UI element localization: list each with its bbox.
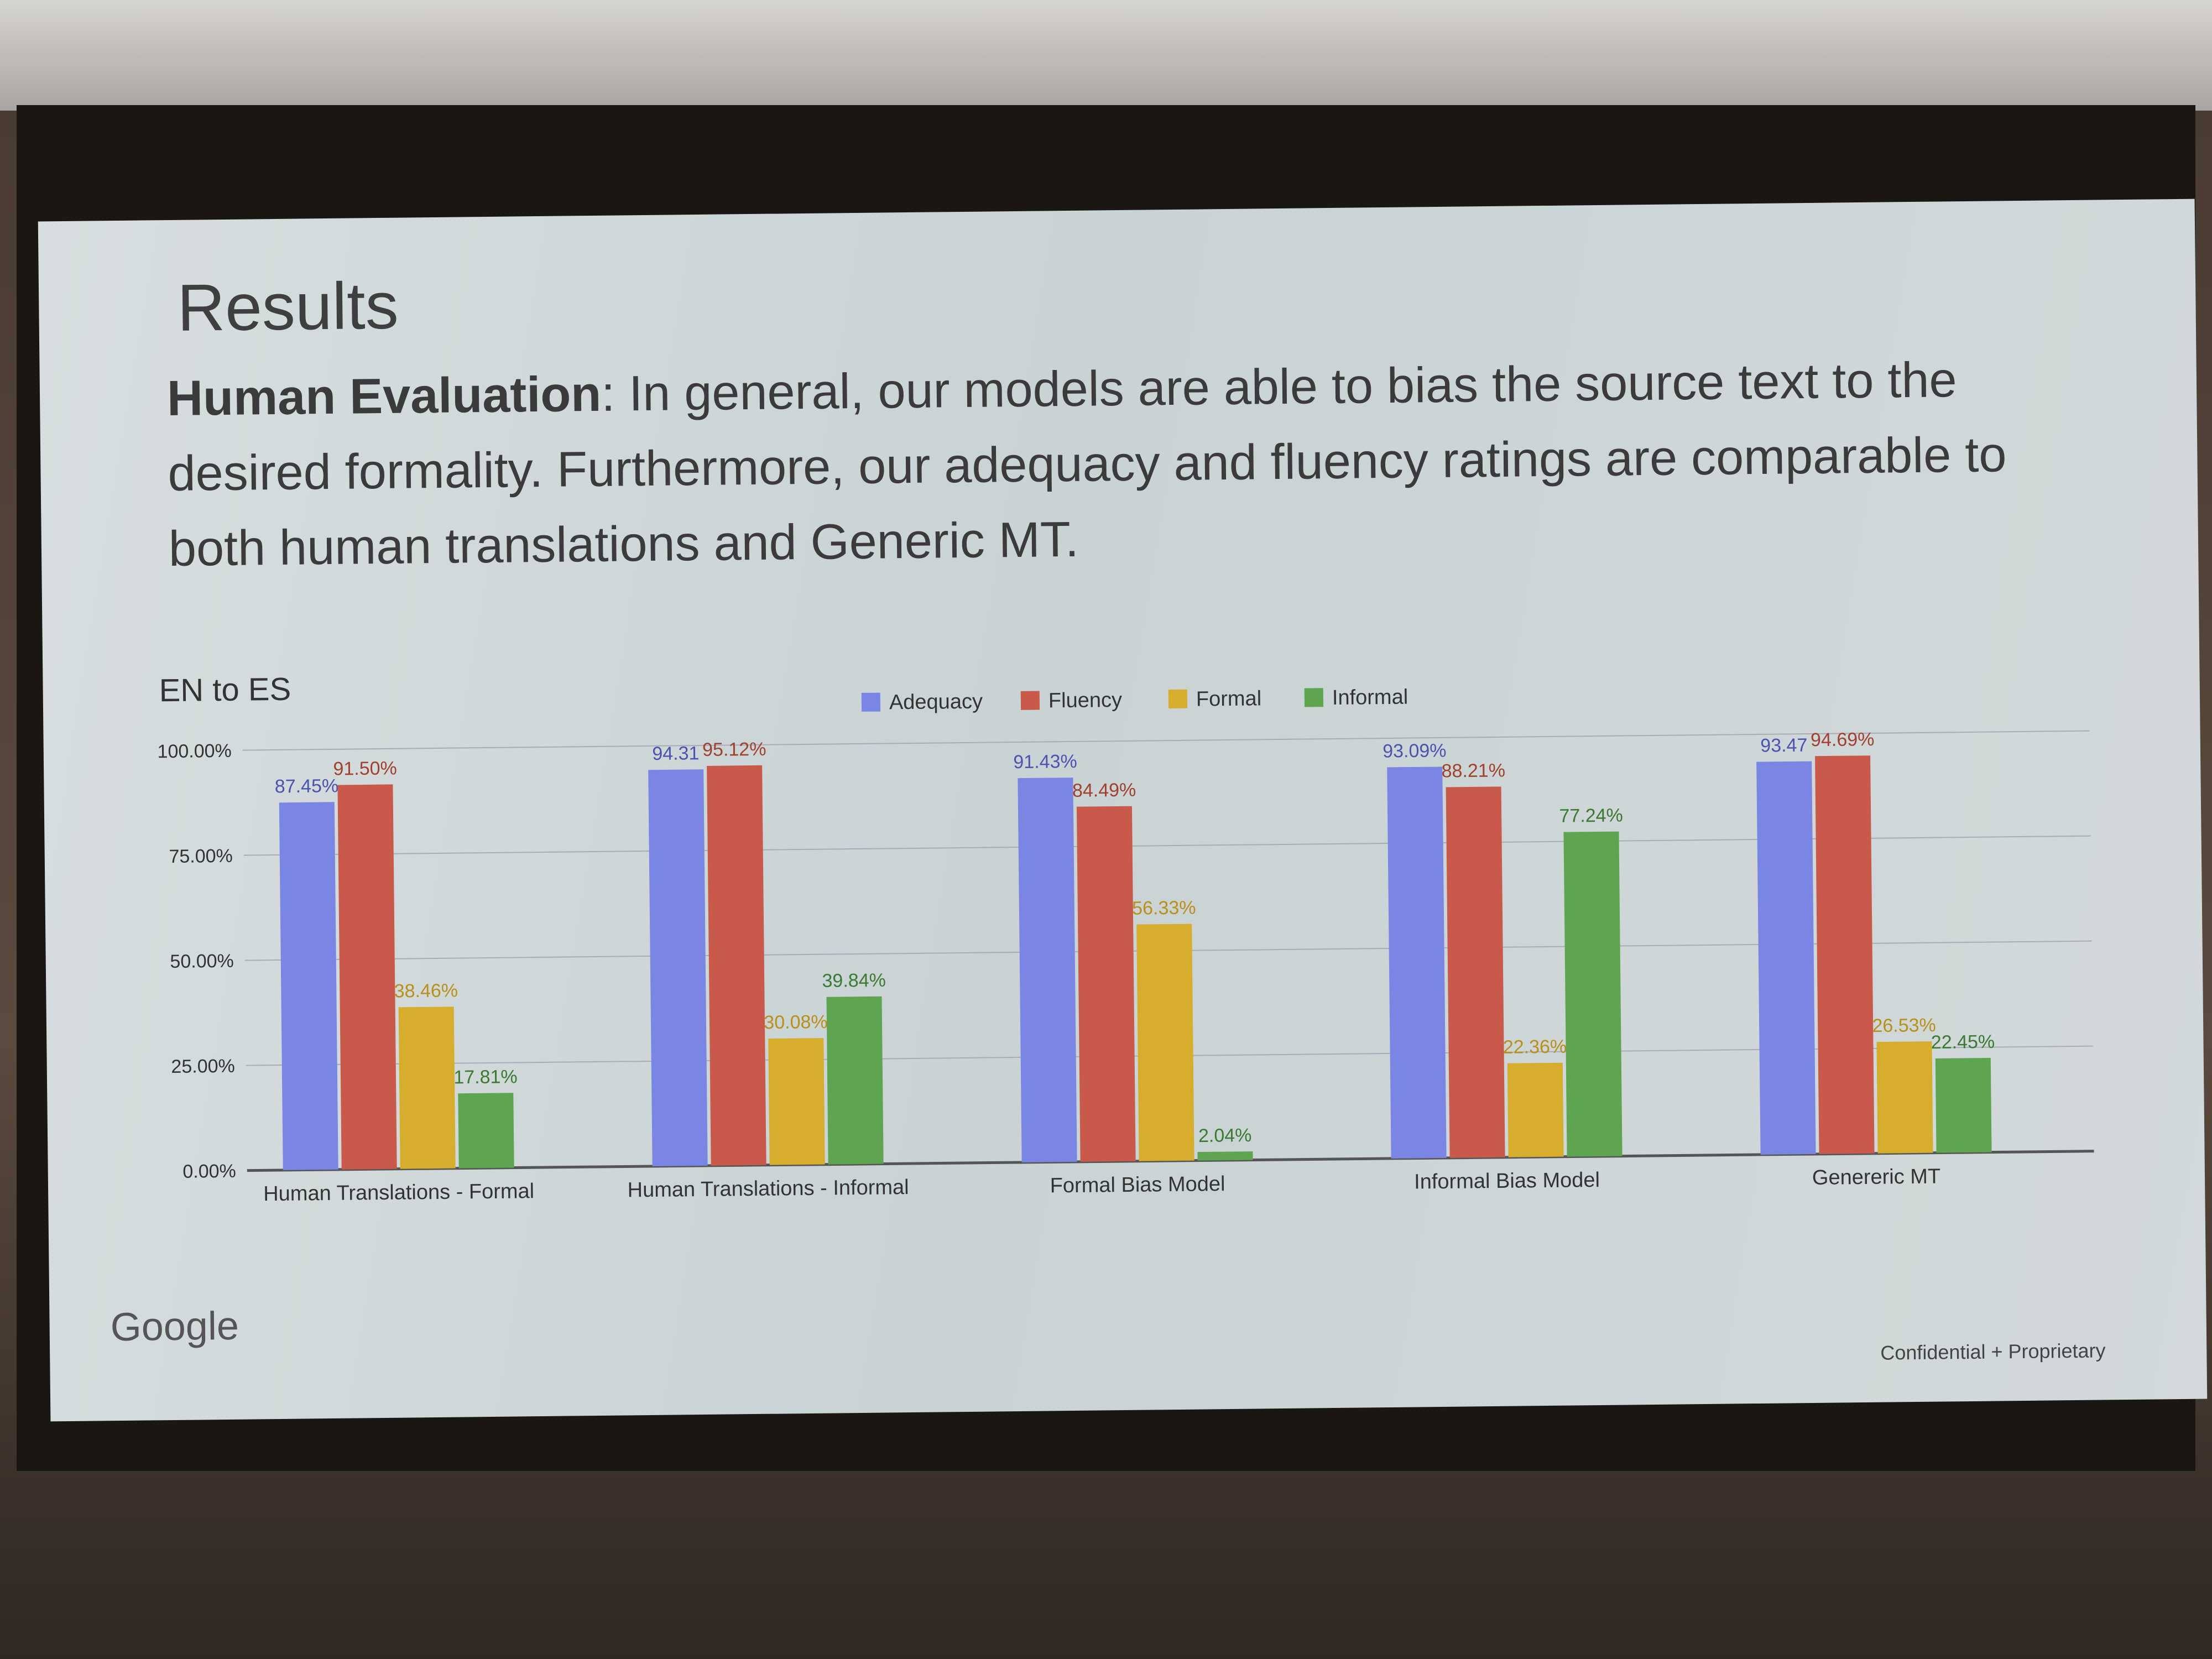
bar bbox=[398, 1006, 456, 1169]
bar bbox=[458, 1093, 514, 1168]
bar bbox=[768, 1038, 825, 1165]
bar bbox=[1876, 1041, 1933, 1154]
legend-swatch bbox=[861, 692, 881, 712]
data-label: 39.84% bbox=[822, 970, 886, 992]
bar bbox=[1387, 766, 1447, 1159]
y-tick-label: 75.00% bbox=[169, 846, 233, 867]
bar bbox=[648, 769, 708, 1166]
gridline bbox=[242, 730, 2090, 751]
gridline bbox=[243, 835, 2091, 856]
ceiling bbox=[0, 0, 2212, 111]
bar bbox=[1018, 778, 1077, 1162]
legend-swatch bbox=[1168, 689, 1188, 709]
x-tick-label: Human Translations - Formal bbox=[263, 1180, 534, 1206]
data-label: 38.46% bbox=[394, 980, 458, 1001]
chart-bars: 87.45%91.50% 38.46% 17.81% 94.31 95.12% 30.08… bbox=[275, 729, 1995, 1170]
x-tick-label: Formal Bias Model bbox=[1050, 1172, 1225, 1197]
data-label: 93.47 bbox=[1760, 735, 1807, 757]
slide: Results Human Evaluation: In general, ou… bbox=[38, 199, 2208, 1422]
bar bbox=[707, 765, 766, 1166]
data-label: 22.45% bbox=[1931, 1031, 1995, 1053]
data-label: 91.50% bbox=[333, 758, 397, 779]
bar bbox=[279, 802, 338, 1170]
x-tick-label: Human Translations - Informal bbox=[627, 1176, 909, 1202]
data-label: 22.36% bbox=[1503, 1036, 1567, 1058]
chart-title: EN to ES bbox=[159, 671, 291, 708]
bar bbox=[1815, 755, 1875, 1154]
y-tick-label: 0.00% bbox=[182, 1161, 236, 1182]
legend-swatch bbox=[1020, 691, 1040, 710]
google-logo: Google bbox=[110, 1303, 239, 1350]
legend-label: Informal bbox=[1332, 686, 1408, 709]
bar-chart: EN to ES Adequacy Fluency Formal Informal 0… bbox=[157, 671, 2094, 1206]
y-tick-label: 100.00% bbox=[157, 740, 232, 762]
data-label: 91.43% bbox=[1013, 751, 1077, 773]
data-label: 26.53% bbox=[1872, 1015, 1936, 1036]
bar bbox=[1136, 924, 1194, 1161]
legend-swatch bbox=[1304, 688, 1324, 707]
data-label: 17.81% bbox=[453, 1066, 518, 1088]
legend-label: Fluency bbox=[1048, 688, 1122, 712]
bar bbox=[1507, 1062, 1564, 1157]
bar bbox=[1076, 806, 1136, 1162]
bar bbox=[1563, 831, 1623, 1157]
data-label: 30.08% bbox=[764, 1011, 828, 1033]
chart-grid: 0.00% 25.00% 50.00% 75.00% 100.00% bbox=[157, 730, 2094, 1182]
x-axis-labels: Human Translations - Formal Human Transla… bbox=[263, 1165, 1940, 1206]
y-tick-label: 50.00% bbox=[170, 951, 234, 972]
data-label: 95.12% bbox=[702, 739, 766, 760]
bar bbox=[826, 996, 884, 1165]
data-label: 2.04% bbox=[1198, 1125, 1252, 1146]
bar bbox=[1935, 1057, 1992, 1153]
data-label: 84.49% bbox=[1072, 780, 1136, 801]
x-tick-label: Genereric MT bbox=[1812, 1165, 1941, 1190]
data-label: 77.24% bbox=[1559, 805, 1623, 827]
x-tick-label: Informal Bias Model bbox=[1414, 1168, 1600, 1194]
data-label: 88.21% bbox=[1441, 760, 1505, 781]
bar bbox=[337, 784, 397, 1170]
chart-legend: Adequacy Fluency Formal Informal bbox=[861, 686, 1408, 714]
y-tick-label: 25.00% bbox=[171, 1056, 235, 1077]
data-label: 94.69% bbox=[1811, 729, 1875, 750]
bar bbox=[1197, 1151, 1253, 1161]
data-label: 56.33% bbox=[1132, 898, 1196, 919]
legend-label: Adequacy bbox=[889, 690, 983, 714]
data-label: 94.31 bbox=[652, 743, 699, 764]
data-label: 87.45% bbox=[275, 775, 339, 797]
data-label: 93.09% bbox=[1383, 740, 1447, 761]
confidential-footer: Confidential + Proprietary bbox=[1880, 1339, 2106, 1364]
bar bbox=[1446, 786, 1505, 1158]
bar bbox=[1756, 761, 1816, 1155]
legend-label: Formal bbox=[1196, 687, 1262, 711]
